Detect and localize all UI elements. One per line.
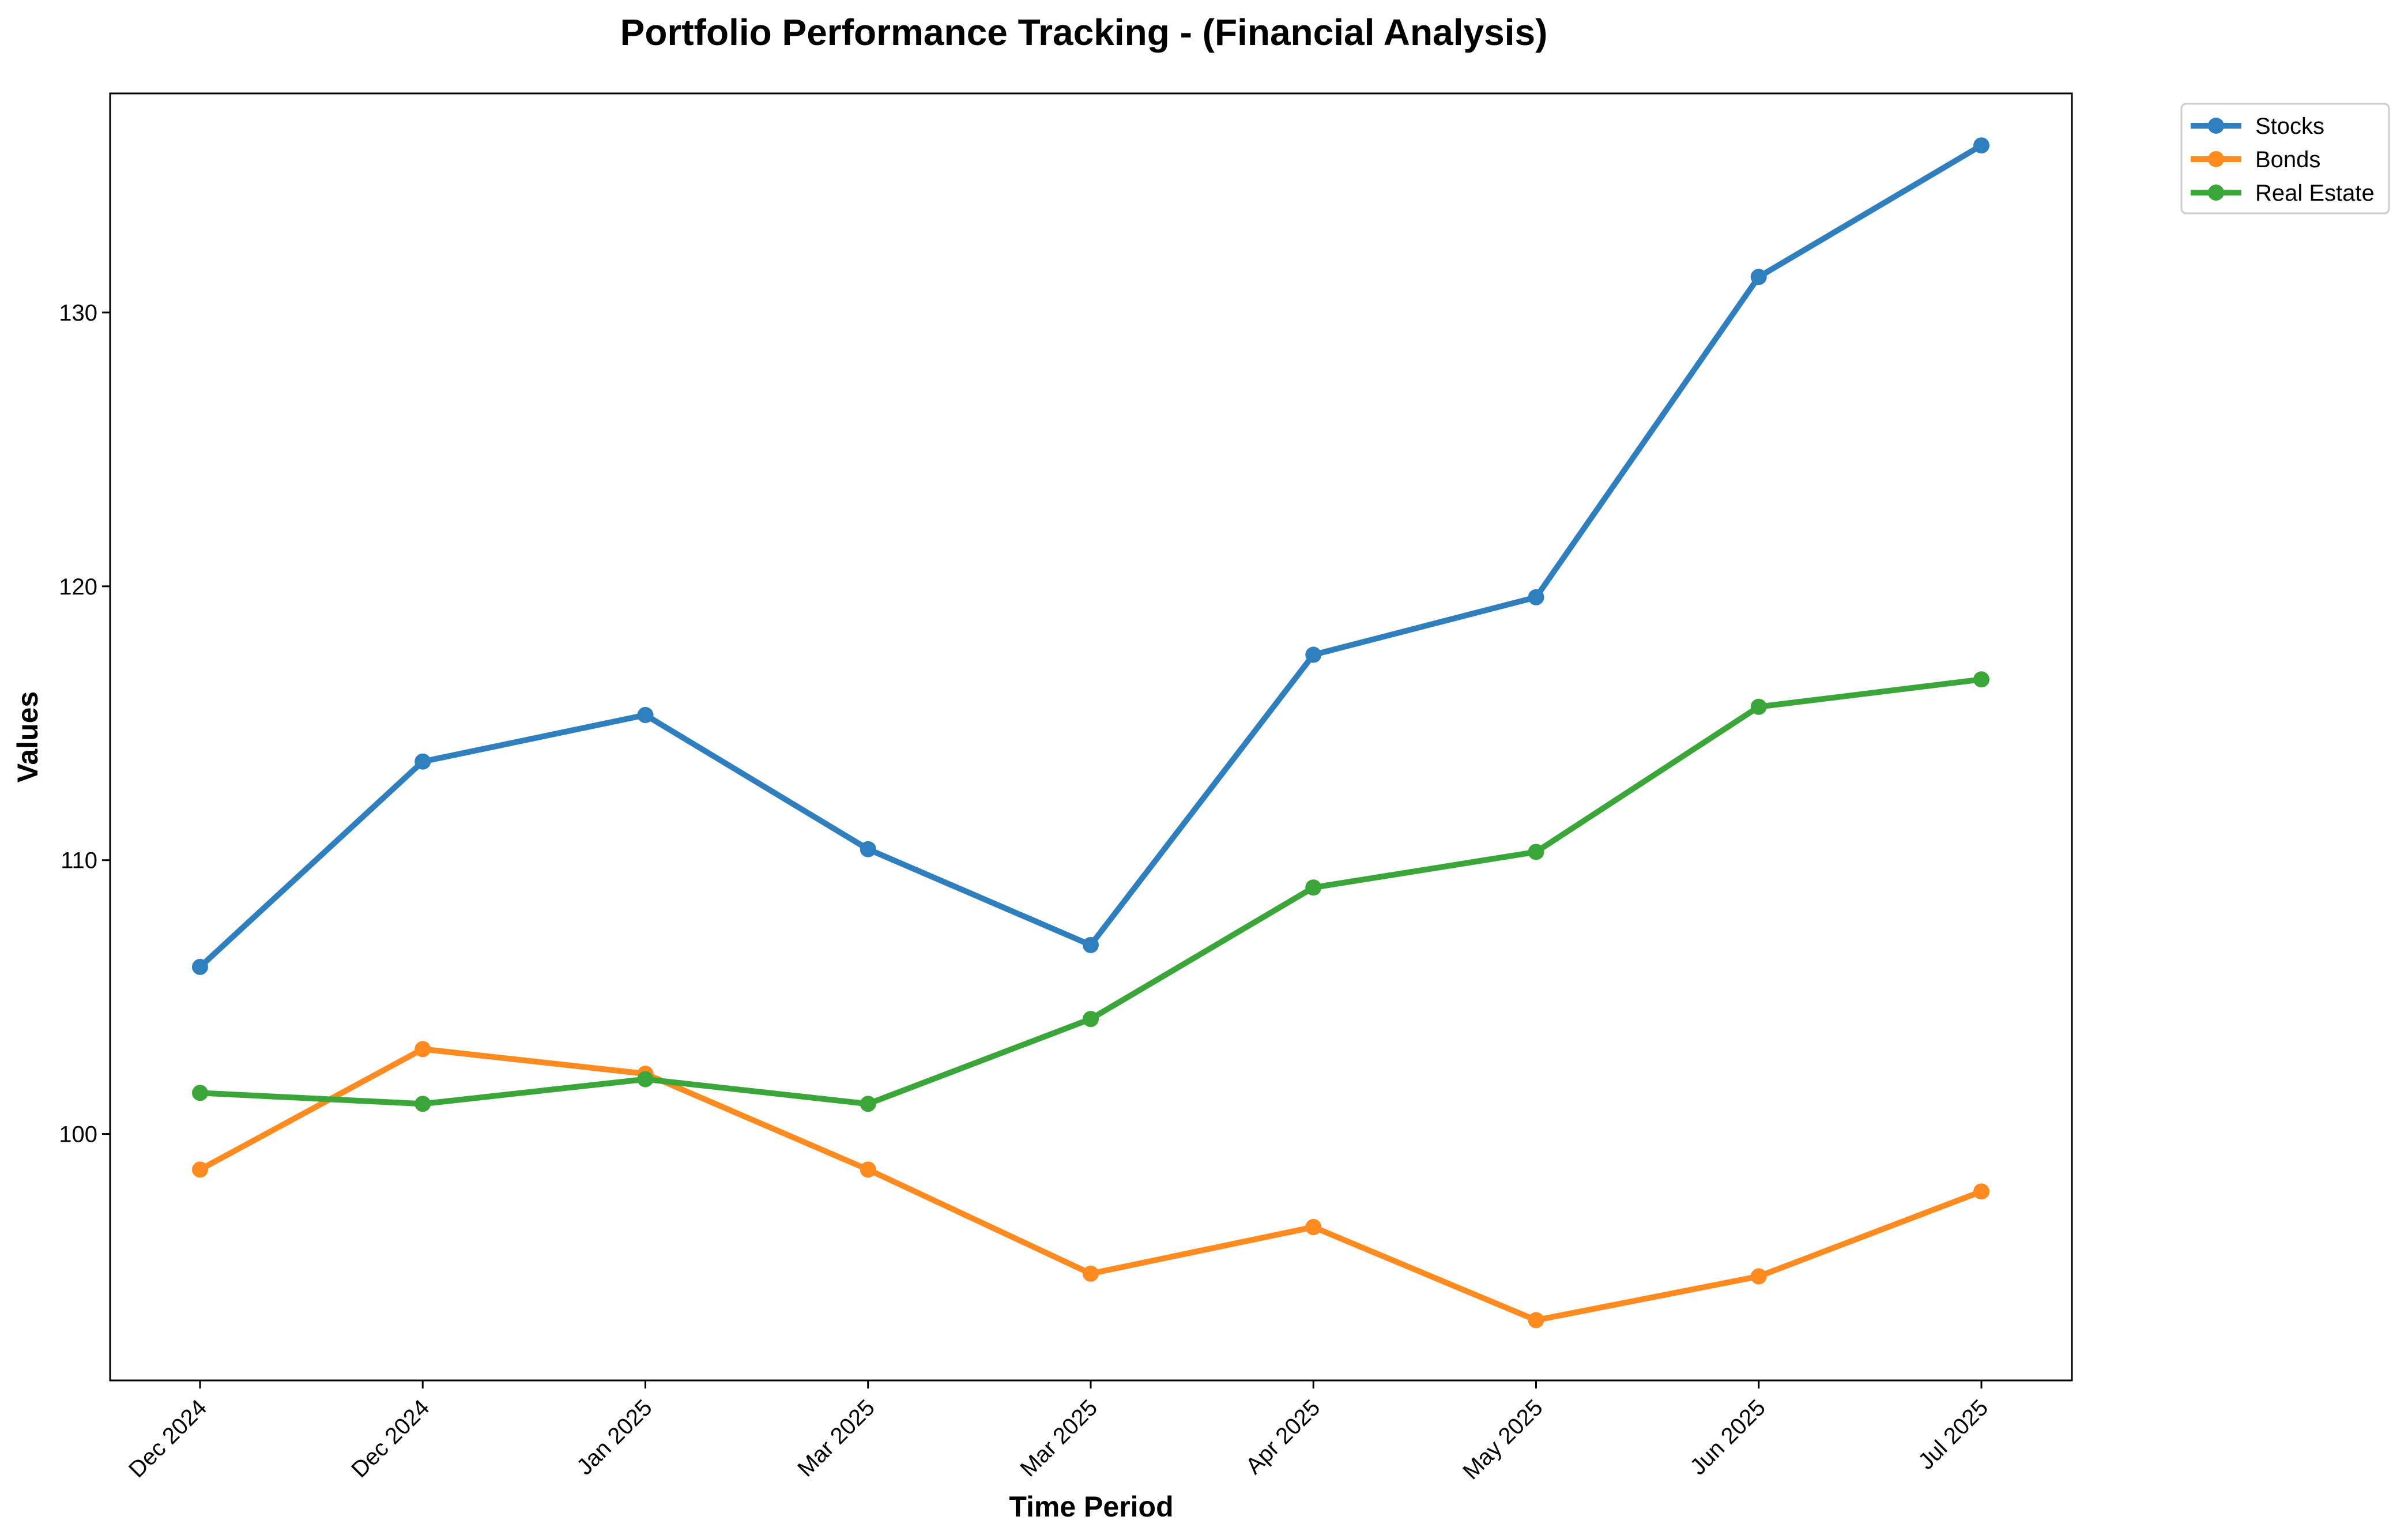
data-point-stocks	[637, 707, 654, 724]
legend-box	[2180, 103, 2390, 215]
x-tick-label: Mar 2025	[793, 1395, 880, 1482]
series-layer	[192, 137, 1989, 1329]
x-tick-label: Jan 2025	[572, 1395, 657, 1480]
plot-area	[109, 92, 2073, 1382]
data-point-stocks	[192, 958, 208, 975]
data-point-real-estate	[1528, 844, 1544, 860]
data-point-real-estate	[860, 1096, 876, 1112]
data-point-real-estate	[1750, 698, 1767, 715]
series-line-real-estate	[197, 676, 1984, 1107]
legend-marker-real-estate	[2208, 185, 2224, 201]
data-point-bonds	[1750, 1268, 1767, 1285]
data-point-real-estate	[192, 1085, 208, 1101]
series-line-stocks	[197, 142, 1984, 970]
legend-label-real-estate: Real Estate	[2255, 180, 2375, 206]
x-axis: Dec 2024 Dec 2024 Jan 2025 Mar 2025 Mar 2025…	[124, 1380, 1993, 1484]
data-point-real-estate	[1973, 671, 1989, 688]
data-point-stocks	[1973, 137, 1989, 154]
y-axis: 100 110 120 130	[59, 300, 110, 1147]
data-point-stocks	[1750, 269, 1767, 285]
data-point-bonds	[414, 1041, 431, 1058]
data-point-stocks	[1083, 936, 1099, 953]
x-tick-label: Dec 2024	[346, 1395, 434, 1482]
x-axis-label: Time Period	[1009, 1491, 1173, 1523]
chart-title: Portfolio Performance Tracking - (Financ…	[620, 12, 1548, 53]
data-point-bonds	[1083, 1265, 1099, 1282]
data-point-real-estate	[637, 1071, 654, 1088]
data-point-bonds	[1528, 1312, 1544, 1329]
x-tick-label: Mar 2025	[1016, 1395, 1103, 1482]
y-axis-label: Values	[12, 691, 44, 782]
data-point-stocks	[1305, 646, 1322, 663]
y-tick-label: 100	[59, 1122, 97, 1147]
x-tick-label: Apr 2025	[1241, 1395, 1325, 1479]
y-tick-label: 120	[59, 574, 97, 600]
legend-marker-bonds	[2208, 151, 2224, 167]
x-tick-label: Jul 2025	[1913, 1395, 1993, 1474]
x-tick-label: Dec 2024	[124, 1395, 212, 1482]
data-point-stocks	[1528, 589, 1544, 605]
y-tick-label: 130	[59, 300, 97, 326]
data-point-stocks	[860, 841, 876, 857]
y-tick-label: 110	[61, 848, 97, 874]
data-point-bonds	[1973, 1183, 1989, 1200]
data-point-real-estate	[414, 1096, 431, 1112]
data-point-real-estate	[1083, 1011, 1099, 1028]
legend-label-stocks: Stocks	[2255, 114, 2324, 139]
data-point-bonds	[192, 1161, 208, 1178]
x-tick-label: May 2025	[1458, 1395, 1547, 1484]
legend-label-bonds: Bonds	[2255, 147, 2320, 172]
data-point-bonds	[860, 1161, 876, 1178]
legend-marker-stocks	[2208, 118, 2224, 134]
data-point-stocks	[414, 753, 431, 770]
legend: Stocks Bonds Real Estate	[2180, 103, 2390, 215]
data-point-real-estate	[1305, 879, 1322, 896]
data-point-bonds	[1305, 1219, 1322, 1236]
x-tick-label: Jun 2025	[1685, 1395, 1770, 1480]
